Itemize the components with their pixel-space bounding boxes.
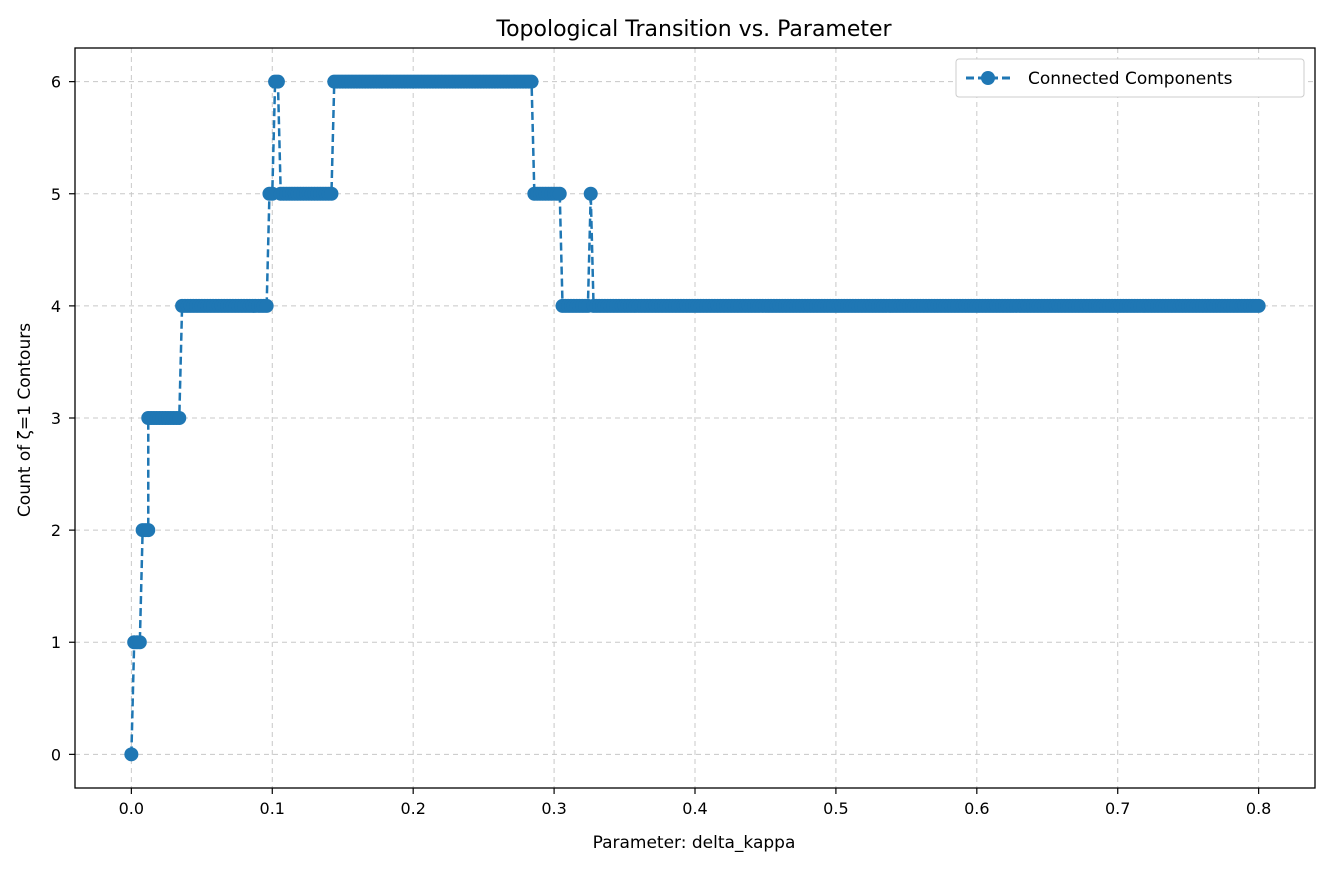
data-point (324, 186, 339, 201)
x-axis-ticks: 0.0 0.1 0.2 0.3 0.4 0.5 0.6 0.7 0.8 (119, 788, 1271, 818)
data-point (270, 74, 285, 89)
data-point (172, 411, 187, 425)
data-point (132, 635, 147, 650)
legend-marker-swatch (981, 71, 995, 85)
y-tick-label: 3 (51, 409, 61, 428)
y-tick-label: 0 (51, 745, 61, 764)
x-tick-label: 0.4 (682, 799, 707, 818)
grid-lines (75, 48, 1315, 788)
y-axis-label: Count of ζ=1 Contours (15, 323, 35, 517)
data-point (583, 186, 598, 201)
data-point (141, 523, 156, 538)
data-point (552, 186, 567, 201)
y-tick-label: 5 (51, 185, 61, 204)
data-point (524, 74, 539, 89)
legend-box (955, 58, 1305, 98)
y-tick-label: 1 (51, 633, 61, 652)
legend-label: Connected Components (1028, 69, 1233, 89)
x-tick-label: 0.3 (541, 799, 566, 818)
data-point (124, 747, 139, 762)
y-tick-label: 2 (51, 521, 61, 540)
y-tick-label: 4 (51, 297, 61, 316)
legend: Connected Components (955, 58, 1305, 98)
x-tick-label: 0.1 (260, 799, 285, 818)
x-tick-label: 0.5 (823, 799, 848, 818)
data-point (259, 298, 274, 313)
x-tick-label: 0.2 (400, 799, 425, 818)
x-tick-label: 0.0 (119, 799, 144, 818)
data-point (1251, 298, 1266, 313)
chart-title: Topological Transition vs. Parameter (495, 17, 892, 42)
x-tick-label: 0.7 (1105, 799, 1130, 818)
x-axis-label: Parameter: delta_kappa (593, 833, 796, 853)
y-tick-label: 6 (51, 73, 61, 92)
y-axis-ticks: 0 1 2 3 4 5 6 (51, 73, 75, 764)
series-connected-components (124, 74, 1266, 762)
x-tick-label: 0.8 (1246, 799, 1271, 818)
x-tick-label: 0.6 (964, 799, 989, 818)
